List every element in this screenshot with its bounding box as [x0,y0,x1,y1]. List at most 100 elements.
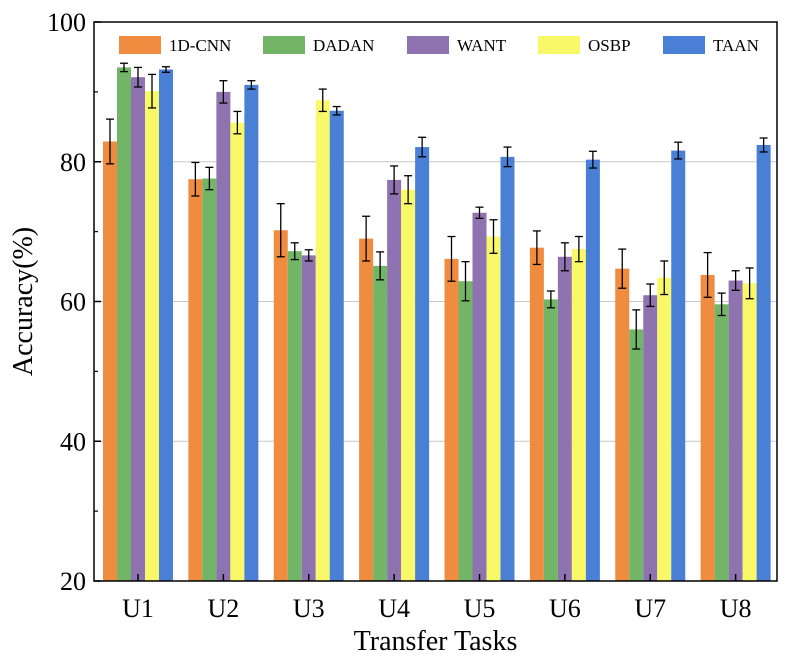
error-bar-taan-u6 [588,150,597,169]
legend-item-1d-cnn: 1D-CNN [119,36,231,55]
y-axis-title: Accuracy(%) [8,227,39,376]
error-bar-taan-u1 [162,66,170,73]
error-bar-1d-cnn-u4 [362,215,371,262]
error-bar-want-u3 [304,249,313,262]
error-bar-want-u8 [731,270,740,291]
legend-item-osbp: OSBP [538,36,631,55]
error-bar-osbp-u6 [574,235,583,263]
error-bar-osbp-u3 [318,88,327,113]
error-bar-1d-cnn-u1 [106,118,114,165]
x-tick-label: U4 [378,594,410,623]
bar-1d-cnn-u2 [188,179,203,581]
bar-1d-cnn-u5 [444,258,459,581]
error-bar-1d-cnn-u7 [618,248,627,289]
error-bars [106,62,768,350]
error-bar-dadan-u4 [376,251,385,281]
error-bar-1d-cnn-u5 [447,235,456,282]
error-bar-dadan-u8 [717,292,726,317]
legend-swatch [538,36,580,54]
error-bar-want-u4 [390,165,399,195]
bar-osbp-u2 [230,122,245,582]
bar-dadan-u2 [202,178,217,581]
y-tick-label: 80 [60,148,86,177]
bar-want-u1 [131,77,145,582]
error-bar-osbp-u2 [233,110,242,135]
bar-1d-cnn-u7 [615,268,630,581]
legend-swatch [407,36,449,54]
bar-taan-u4 [415,147,430,582]
legend-label: DADAN [313,36,374,55]
bar-dadan-u4 [373,265,388,581]
error-bar-want-u5 [475,206,484,219]
error-bar-taan-u8 [759,137,768,153]
error-bar-taan-u2 [247,80,256,90]
bar-1d-cnn-u8 [700,274,715,581]
error-bar-1d-cnn-u3 [276,203,285,258]
bar-taan-u2 [244,84,259,581]
error-bar-dadan-u3 [290,242,299,261]
error-bar-taan-u5 [503,146,512,168]
bar-want-u6 [557,256,572,581]
legend-item-want: WANT [407,36,507,55]
legend-label: OSBP [588,36,631,55]
y-tick-label: 100 [47,8,86,37]
legend: 1D-CNN DADAN WANT OSBP TAAN [119,36,759,55]
legend-swatch [663,36,705,54]
error-bar-1d-cnn-u8 [703,251,712,298]
bar-dadan-u8 [714,304,729,581]
error-bar-taan-u3 [332,105,341,116]
bar-1d-cnn-u6 [529,247,544,582]
bar-osbp-u3 [315,100,330,581]
error-bar-taan-u4 [418,136,427,158]
bar-osbp-u4 [401,189,416,581]
error-bar-dadan-u7 [632,309,641,350]
error-bar-osbp-u4 [404,175,413,205]
bar-1d-cnn-u1 [103,141,117,581]
bar-want-u3 [301,255,316,581]
bar-series [103,67,771,582]
bar-1d-cnn-u4 [359,238,374,582]
error-bar-1d-cnn-u6 [532,230,541,266]
x-tick-label: U5 [464,594,496,623]
bar-taan-u6 [585,159,600,581]
bar-osbp-u5 [486,236,501,582]
error-bar-want-u2 [219,80,228,104]
x-tick-label: U7 [634,594,666,623]
y-tick-label: 20 [60,567,86,596]
bar-dadan-u7 [629,329,644,581]
x-tick-label: U6 [549,594,581,623]
error-bar-dadan-u5 [461,261,470,302]
bar-want-u7 [643,295,658,581]
error-bar-osbp-u5 [489,219,498,254]
legend-label: WANT [457,36,507,55]
error-bar-want-u6 [560,242,569,272]
bar-osbp-u7 [657,277,672,581]
error-bar-osbp-u7 [660,260,669,296]
legend-label: 1D-CNN [169,36,231,55]
bar-dadan-u5 [458,281,473,581]
error-bar-want-u7 [646,283,655,308]
y-tick-label: 60 [60,288,86,317]
bar-want-u8 [728,280,743,581]
bar-1d-cnn-u3 [273,230,288,582]
bar-taan-u1 [159,69,173,581]
bar-want-u2 [216,91,231,581]
legend-item-taan: TAAN [663,36,759,55]
bar-taan-u3 [329,110,344,582]
bar-osbp-u1 [145,91,159,582]
error-bar-osbp-u1 [148,73,156,109]
error-bar-1d-cnn-u2 [191,161,200,197]
x-tick-label: U3 [293,594,325,623]
error-bar-taan-u7 [674,141,683,160]
legend-label: TAAN [713,36,759,55]
bar-osbp-u6 [571,249,586,581]
bar-taan-u7 [671,150,686,581]
x-tick-label: U2 [207,594,239,623]
x-axis-title: Transfer Tasks [354,626,518,657]
error-bar-dadan-u2 [205,166,214,191]
error-bar-dadan-u6 [546,290,555,309]
legend-item-dadan: DADAN [263,36,374,55]
legend-swatch [263,36,305,54]
bar-want-u4 [387,179,402,582]
